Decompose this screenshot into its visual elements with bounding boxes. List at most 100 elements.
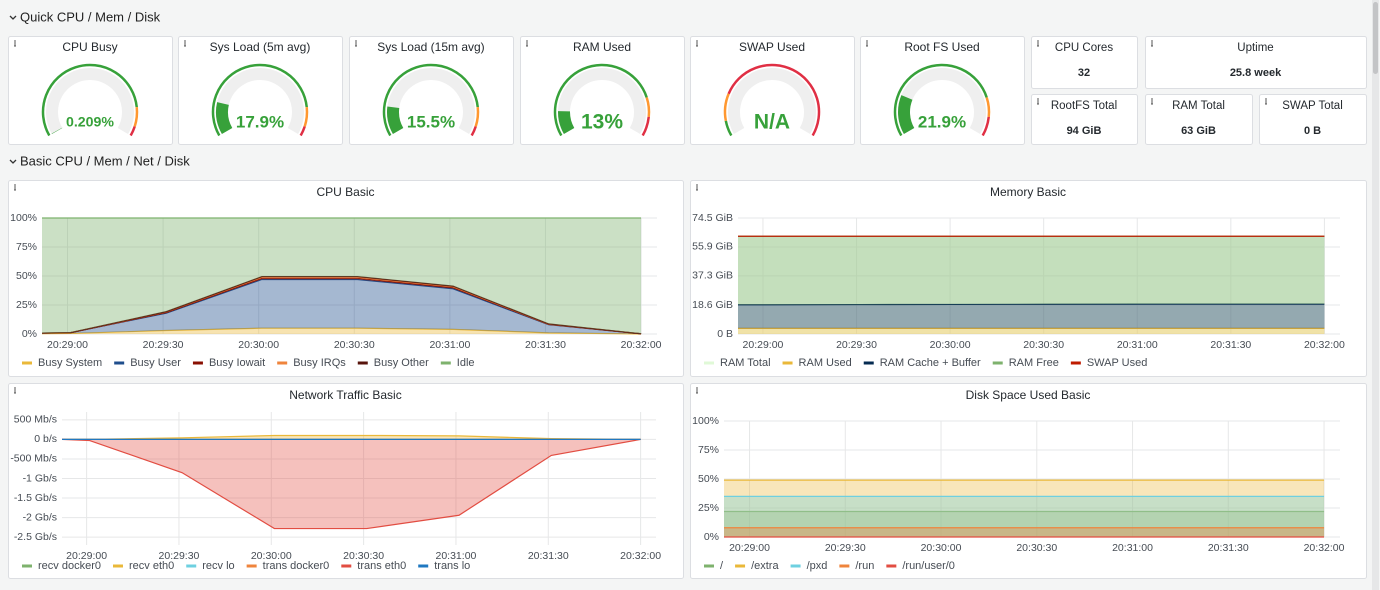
legend-item[interactable]: Busy Iowait (192, 357, 265, 369)
x-tick-label: 20:30:00 (921, 542, 962, 554)
info-icon (14, 184, 16, 191)
gauge-title: Sys Load (5m avg) (210, 40, 311, 54)
legend-item[interactable]: trans lo (418, 560, 470, 572)
legend-item[interactable]: recv lo (186, 560, 235, 572)
legend-item[interactable]: RAM Free (992, 357, 1059, 369)
x-tick-label: 20:31:00 (1112, 542, 1153, 554)
x-tick-label: 20:29:00 (66, 550, 107, 562)
series-line (41, 327, 642, 335)
y-tick-label: 0% (22, 328, 37, 340)
legend-item[interactable]: recv docker0 (22, 560, 101, 572)
gauge-value: 17.9% (236, 112, 284, 131)
panel (1031, 94, 1138, 145)
section-chevron (9, 15, 17, 20)
legend-item[interactable]: /extra (735, 560, 779, 572)
gauge-value-arc (558, 111, 575, 134)
legend-item[interactable]: /run (839, 560, 874, 572)
series-line (61, 438, 641, 530)
stat-title: RAM Total (1172, 100, 1225, 112)
legend-item[interactable]: recv eth0 (112, 560, 174, 572)
threshold-arc (985, 97, 991, 118)
legend-label: / (720, 560, 724, 572)
legend-label: Busy IRQs (293, 357, 346, 369)
x-tick-label: 20:29:00 (47, 339, 88, 351)
scrollbar-thumb[interactable] (1373, 2, 1378, 74)
x-tick-label: 20:32:00 (1304, 542, 1345, 554)
gauge-title: Root FS Used (904, 40, 979, 54)
y-tick-label: 100% (692, 415, 719, 427)
gauge-value-arc (387, 106, 404, 134)
y-tick-label: -1.5 Gb/s (14, 492, 57, 504)
legend-label: RAM Total (720, 357, 771, 369)
y-tick-label: 0 b/s (34, 433, 57, 445)
panel-title: Memory Basic (990, 185, 1066, 199)
threshold-arc (303, 106, 309, 127)
legend-label: /extra (751, 560, 779, 572)
gauge-value: 0.209% (66, 115, 114, 131)
info-icon (696, 387, 698, 394)
panel (1259, 94, 1367, 145)
x-tick-label: 20:30:30 (343, 550, 384, 562)
panel (1145, 94, 1253, 145)
y-tick-label: 37.3 GiB (692, 270, 733, 282)
stat-value: 32 (1078, 67, 1090, 79)
legend-item[interactable]: RAM Cache + Buffer (863, 357, 981, 369)
legend-label: Busy Iowait (209, 357, 265, 369)
panel (690, 180, 1367, 377)
info-icon (1037, 98, 1039, 105)
legend-item[interactable]: RAM Used (782, 357, 852, 369)
legend-item[interactable]: Busy User (114, 357, 181, 369)
gauge-title: RAM Used (573, 40, 631, 54)
y-tick-label: 500 Mb/s (14, 414, 57, 426)
area-fill (738, 236, 1325, 334)
y-tick-label: 100% (10, 212, 37, 224)
legend-item[interactable]: trans eth0 (341, 560, 406, 572)
threshold-arc (129, 126, 136, 137)
x-tick-label: 20:30:00 (251, 550, 292, 562)
legend-item[interactable]: Busy Other (357, 357, 429, 369)
area-fill (42, 218, 642, 334)
x-tick-label: 20:30:30 (334, 339, 375, 351)
x-tick-label: 20:29:30 (836, 339, 877, 351)
info-icon (696, 40, 698, 47)
y-tick-label: 25% (698, 502, 719, 514)
threshold-arc (645, 97, 651, 118)
legend-label: recv lo (202, 560, 234, 572)
legend-item[interactable]: Busy IRQs (277, 357, 346, 369)
section-chevron (9, 159, 17, 164)
legend-label: recv docker0 (38, 560, 101, 572)
info-icon (14, 387, 16, 394)
gauge-title: Sys Load (15m avg) (377, 40, 484, 54)
legend-item[interactable]: / (704, 560, 724, 572)
section-title[interactable]: Quick CPU / Mem / Disk (20, 9, 161, 24)
info-icon (355, 40, 357, 47)
info-icon (866, 40, 868, 47)
section-title[interactable]: Basic CPU / Mem / Net / Disk (20, 153, 190, 168)
info-icon (1037, 40, 1039, 47)
y-tick-label: 75% (698, 444, 719, 456)
stat-title: RootFS Total (1051, 100, 1117, 112)
info-icon (14, 40, 16, 47)
x-tick-label: 20:30:30 (1023, 339, 1064, 351)
legend-item[interactable]: Busy System (22, 357, 102, 369)
area-fill (724, 480, 1325, 537)
area-fill (62, 439, 641, 529)
x-tick-label: 20:31:00 (429, 339, 470, 351)
panel (690, 383, 1367, 579)
area-fill (738, 236, 1325, 305)
legend-item[interactable]: /pxd (790, 560, 828, 572)
legend-label: /run (855, 560, 874, 572)
legend-item[interactable]: SWAP Used (1070, 357, 1148, 369)
y-tick-label: -2.5 Gb/s (14, 531, 57, 543)
legend-item[interactable]: RAM Total (704, 357, 771, 369)
info-icon (1265, 98, 1267, 105)
legend-label: Busy Other (374, 357, 429, 369)
legend-item[interactable]: trans docker0 (246, 560, 330, 572)
legend-item[interactable]: /run/user/0 (886, 560, 955, 572)
gauge-value: N/A (754, 111, 790, 134)
x-tick-label: 20:31:30 (1210, 339, 1251, 351)
legend-item[interactable]: Idle (440, 357, 475, 369)
y-tick-label: -2 Gb/s (23, 511, 57, 523)
stat-title: Uptime (1237, 42, 1273, 54)
